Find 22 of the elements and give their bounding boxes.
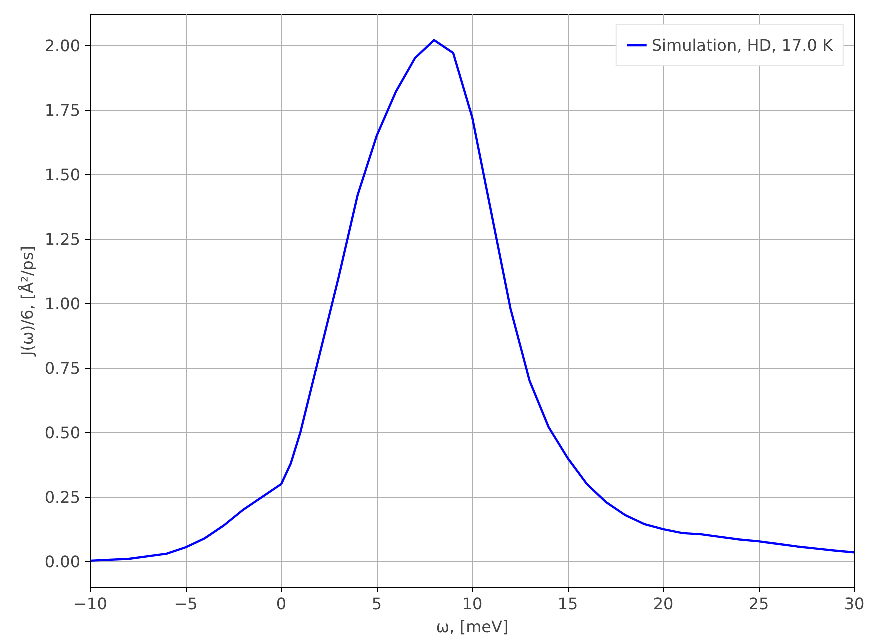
x-axis-title: ω, [meV] bbox=[436, 618, 509, 636]
x-tick-label: 20 bbox=[653, 594, 674, 614]
y-tick-label: 1.00 bbox=[44, 294, 80, 314]
x-tick-label: 15 bbox=[558, 594, 578, 614]
y-tick-label: 1.25 bbox=[44, 230, 80, 250]
y-tick-label: 0.75 bbox=[44, 359, 80, 378]
legend-label: Simulation, HD, 17.0 K bbox=[652, 36, 833, 54]
x-tick-label: 30 bbox=[844, 594, 865, 614]
y-tick-label: 0.25 bbox=[44, 488, 80, 508]
x-tick-label: 25 bbox=[748, 594, 770, 614]
y-tick-label: 2.00 bbox=[44, 36, 80, 56]
line-series bbox=[90, 39, 854, 562]
y-tick-label: 1.75 bbox=[44, 101, 80, 120]
y-tick-label: 1.50 bbox=[44, 166, 80, 185]
x-tick-label: 5 bbox=[372, 594, 382, 614]
y-tick-label: 0.50 bbox=[44, 424, 80, 443]
y-tick-label: 0.00 bbox=[44, 552, 80, 572]
x-tick-label: −10 bbox=[74, 594, 108, 614]
x-tick-label: 10 bbox=[462, 594, 483, 614]
x-tick-label: −5 bbox=[174, 594, 198, 614]
y-axis-title: J(ω)/6, [Å²/ps] bbox=[18, 246, 37, 358]
x-tick-label: 0 bbox=[276, 594, 287, 614]
